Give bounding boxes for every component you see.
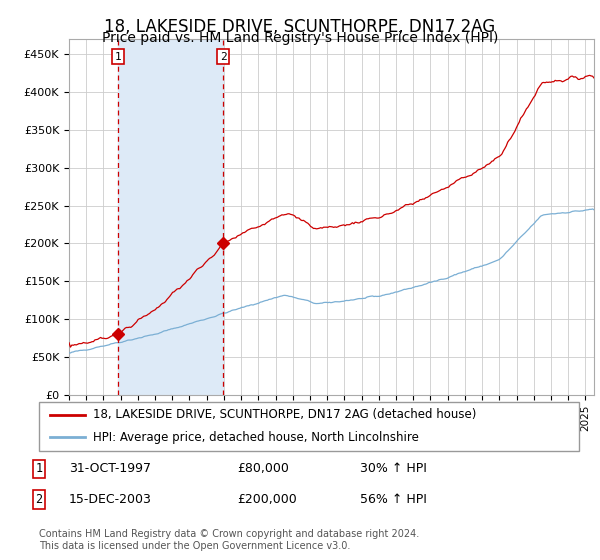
Text: 56% ↑ HPI: 56% ↑ HPI (360, 493, 427, 506)
Text: 2: 2 (220, 52, 227, 62)
Text: 2: 2 (35, 493, 43, 506)
Text: 1: 1 (115, 52, 121, 62)
Text: 31-OCT-1997: 31-OCT-1997 (69, 462, 151, 475)
Text: Price paid vs. HM Land Registry's House Price Index (HPI): Price paid vs. HM Land Registry's House … (102, 31, 498, 45)
Text: HPI: Average price, detached house, North Lincolnshire: HPI: Average price, detached house, Nort… (93, 431, 419, 444)
Text: 30% ↑ HPI: 30% ↑ HPI (360, 462, 427, 475)
FancyBboxPatch shape (39, 402, 579, 451)
Text: £200,000: £200,000 (237, 493, 297, 506)
Bar (118, 39, 223, 395)
Text: 1: 1 (35, 462, 43, 475)
Text: £80,000: £80,000 (237, 462, 289, 475)
Text: 18, LAKESIDE DRIVE, SCUNTHORPE, DN17 2AG: 18, LAKESIDE DRIVE, SCUNTHORPE, DN17 2AG (104, 18, 496, 36)
Text: 15-DEC-2003: 15-DEC-2003 (69, 493, 152, 506)
Text: 18, LAKESIDE DRIVE, SCUNTHORPE, DN17 2AG (detached house): 18, LAKESIDE DRIVE, SCUNTHORPE, DN17 2AG… (93, 408, 476, 421)
Text: Contains HM Land Registry data © Crown copyright and database right 2024.
This d: Contains HM Land Registry data © Crown c… (39, 529, 419, 551)
